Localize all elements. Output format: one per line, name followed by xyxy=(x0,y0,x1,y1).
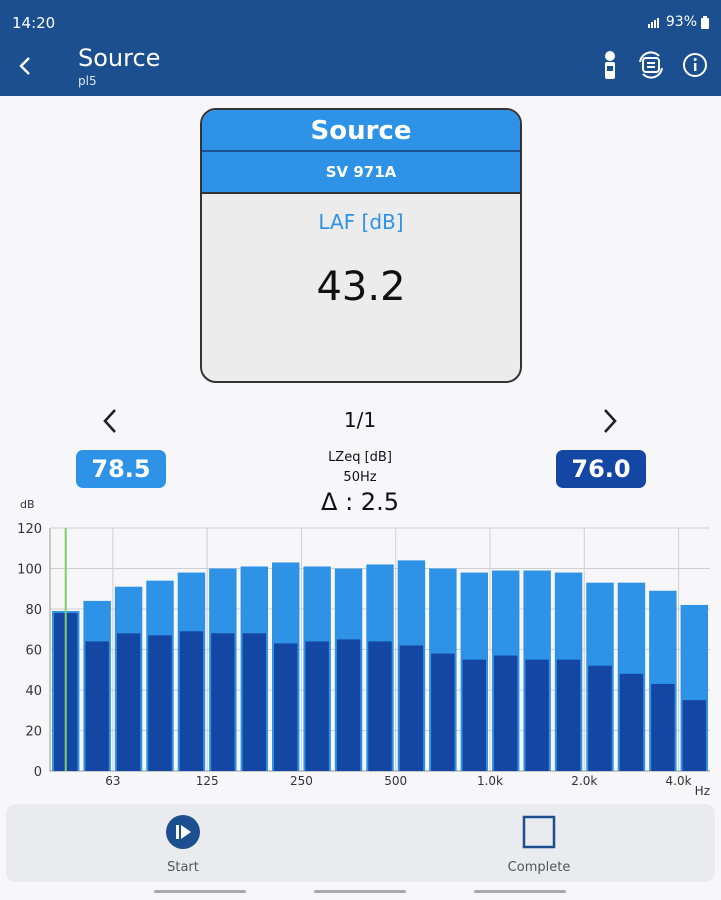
sync-icon[interactable] xyxy=(637,50,665,80)
battery-percent: 93% xyxy=(665,14,697,30)
bar-dark xyxy=(305,641,329,771)
bar-dark xyxy=(682,700,706,771)
start-icon xyxy=(166,815,200,849)
y-axis-label: dB xyxy=(20,498,35,511)
x-tick-label: 4.0k xyxy=(666,774,692,788)
bar-dark xyxy=(588,665,612,771)
previous-arrow-icon[interactable] xyxy=(98,406,122,436)
sound-level-meter-icon[interactable] xyxy=(596,50,624,80)
x-tick-label: 1.0k xyxy=(477,774,503,788)
bar-dark xyxy=(556,659,581,771)
right-value-badge: 76.0 xyxy=(556,450,646,488)
bar-dark xyxy=(651,683,675,771)
bar-dark xyxy=(368,641,392,771)
bar-dark xyxy=(619,673,644,771)
bar-dark xyxy=(462,659,486,771)
metric-label: LAF [dB] xyxy=(318,210,404,234)
bar-dark xyxy=(179,631,204,771)
y-tick-label: 120 xyxy=(17,522,42,537)
card-title: Source xyxy=(202,110,520,152)
bar-dark xyxy=(116,633,141,771)
bar-dark xyxy=(274,643,298,771)
bar-dark xyxy=(525,659,549,771)
bar-dark xyxy=(85,641,109,771)
bar-dark xyxy=(431,653,455,771)
status-time: 14:20 xyxy=(12,14,56,32)
bar-dark xyxy=(148,635,172,771)
y-tick-label: 60 xyxy=(25,644,42,659)
signal-icon xyxy=(647,18,659,28)
gesture-bar xyxy=(474,890,566,893)
bar-dark xyxy=(399,645,424,771)
x-tick-label: 500 xyxy=(384,774,407,788)
start-button[interactable]: Start xyxy=(128,814,238,875)
complete-label: Complete xyxy=(507,860,571,875)
y-tick-label: 0 xyxy=(34,765,42,780)
spectrum-chart[interactable]: 0 20 40 60 80 100 120 dB 63 125 250 500 1.0k 2.0k 4.0k… xyxy=(0,494,721,800)
bar-dark xyxy=(336,639,361,771)
left-value-badge: 78.5 xyxy=(76,450,166,488)
y-tick-label: 40 xyxy=(25,684,42,699)
device-name: SV 971A xyxy=(202,152,520,194)
bar-dark xyxy=(242,633,266,771)
complete-icon xyxy=(522,815,556,849)
y-tick-label: 100 xyxy=(17,563,42,578)
status-indicators: 93% xyxy=(647,14,709,30)
start-label: Start xyxy=(167,860,199,875)
bar-dark xyxy=(494,655,518,771)
source-card: Source SV 971A LAF [dB] 43.2 xyxy=(200,108,522,383)
x-tick-label: 2.0k xyxy=(571,774,597,788)
app-bar: 14:20 93% Source pl5 xyxy=(0,0,721,96)
info-icon[interactable] xyxy=(681,50,709,80)
y-tick-label: 80 xyxy=(25,603,42,618)
bottom-action-bar: Start Complete xyxy=(6,804,715,882)
lzeq-label: LZeq [dB] xyxy=(328,450,392,465)
x-tick-label: 63 xyxy=(105,774,120,788)
next-arrow-icon[interactable] xyxy=(598,406,622,436)
y-tick-label: 20 xyxy=(25,725,42,740)
metric-value: 43.2 xyxy=(316,264,406,310)
gesture-bar xyxy=(154,890,246,893)
bar-dark xyxy=(211,633,235,771)
page-subtitle: pl5 xyxy=(78,74,97,88)
page-indicator: 1/1 xyxy=(343,408,377,432)
delta-value: Δ : 2.5 xyxy=(321,488,399,516)
x-axis-label: Hz xyxy=(695,784,710,798)
selected-frequency: 50Hz xyxy=(343,470,377,485)
battery-icon xyxy=(701,15,709,29)
complete-button[interactable]: Complete xyxy=(484,814,594,875)
gesture-bar xyxy=(314,890,406,893)
back-arrow-icon[interactable] xyxy=(14,54,38,78)
x-tick-label: 125 xyxy=(196,774,219,788)
page-title: Source xyxy=(78,44,161,72)
x-tick-label: 250 xyxy=(290,774,313,788)
